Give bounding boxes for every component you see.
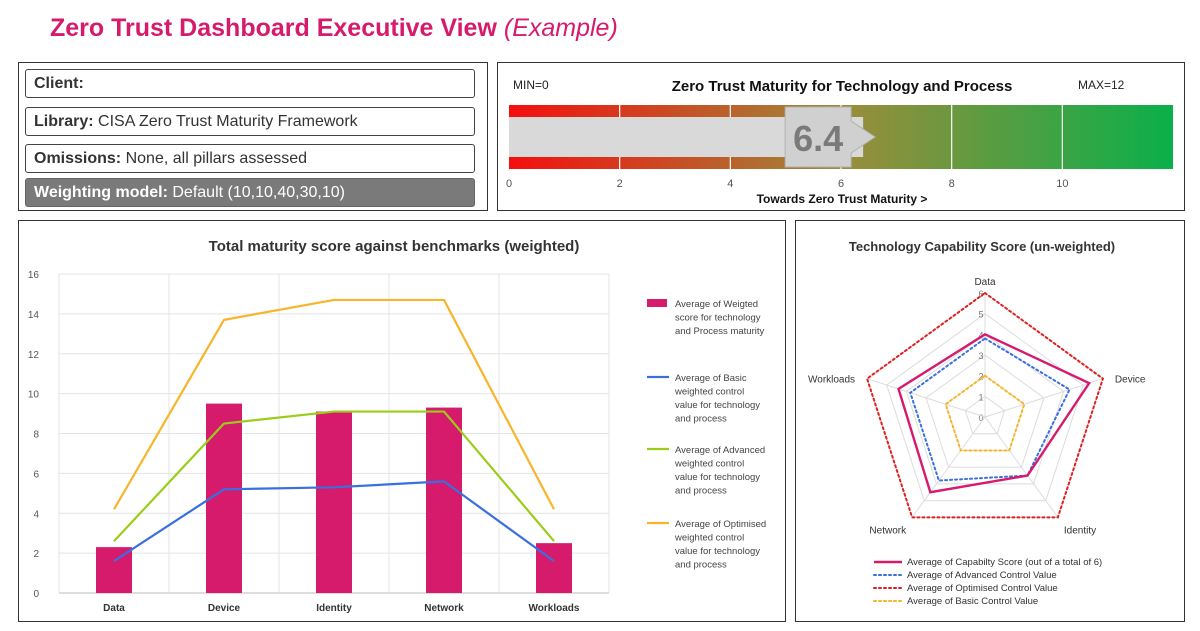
y-tick-label: 12 bbox=[28, 350, 40, 361]
x-tick-label: Identity bbox=[316, 603, 352, 614]
y-tick-label: 10 bbox=[28, 390, 40, 401]
radar-legend-label: Average of Basic Control Value bbox=[907, 596, 1038, 607]
bar-chart-title: Total maturity score against benchmarks … bbox=[209, 238, 580, 255]
line-series-1 bbox=[113, 480, 555, 563]
radar-tick-label: 6 bbox=[978, 289, 983, 299]
radar-axis-label: Device bbox=[1115, 375, 1146, 386]
client-label: Client: bbox=[34, 75, 84, 92]
radar-series-1 bbox=[909, 337, 1071, 482]
info-panel: Client: Library: CISA Zero Trust Maturit… bbox=[18, 62, 488, 211]
page-title: Zero Trust Dashboard Executive View (Exa… bbox=[50, 14, 618, 42]
bar-chart-panel: Total maturity score against benchmarks … bbox=[18, 220, 786, 622]
line-series-3 bbox=[113, 298, 555, 510]
gauge-tick-label: 2 bbox=[617, 178, 623, 190]
radar-grid-ring bbox=[964, 395, 1006, 435]
weighting-label: Weighting model: bbox=[34, 184, 168, 201]
y-tick-label: 8 bbox=[33, 430, 39, 441]
y-tick-label: 6 bbox=[33, 469, 39, 480]
radar-legend-label: Average of Capabilty Score (out of a tot… bbox=[907, 557, 1102, 568]
radar-chart-title: Technology Capability Score (un-weighted… bbox=[849, 239, 1115, 254]
radar-tick-label: 0 bbox=[978, 413, 983, 423]
radar-axis-label: Identity bbox=[1064, 525, 1096, 536]
legend-swatch bbox=[647, 299, 667, 307]
weighting-value: Default (10,10,40,30,10) bbox=[172, 184, 345, 201]
radar-tick-label: 4 bbox=[978, 330, 983, 340]
radar-tick-label: 2 bbox=[978, 372, 983, 382]
legend-item: Average of Weigted score for technology an… bbox=[647, 299, 764, 337]
radar-legend-item: Average of Advanced Control Value bbox=[873, 570, 1057, 581]
weighting-row: Weighting model: Default (10,10,40,30,10… bbox=[25, 178, 475, 207]
x-tick-label: Data bbox=[103, 603, 125, 614]
gauge-chart: MIN=0 MAX=12 Zero Trust Maturity for Tec… bbox=[506, 78, 1173, 206]
gauge-tick-label: 6 bbox=[838, 178, 844, 190]
y-tick-label: 2 bbox=[33, 549, 39, 560]
gauge-value-label: 6.4 bbox=[793, 118, 843, 159]
gauge-x-label: Towards Zero Trust Maturity > bbox=[757, 192, 928, 206]
bar-network bbox=[426, 407, 462, 593]
radar-tick-label: 5 bbox=[978, 310, 983, 320]
radar-legend-label: Average of Optimised Control Value bbox=[907, 583, 1058, 594]
gauge-title: Zero Trust Maturity for Technology and P… bbox=[672, 78, 1013, 95]
y-tick-label: 14 bbox=[28, 310, 40, 321]
radar-spoke bbox=[984, 416, 1059, 518]
legend-item: Average of Advanced weighted control value… bbox=[647, 445, 765, 497]
radar-legend-label: Average of Advanced Control Value bbox=[907, 570, 1057, 581]
legend-label: Average of Advanced weighted control value… bbox=[674, 445, 765, 497]
line-series-2 bbox=[113, 410, 555, 542]
x-tick-label: Network bbox=[424, 603, 464, 614]
omissions-label: Omissions: bbox=[34, 150, 122, 167]
radar-series-0 bbox=[897, 332, 1091, 494]
radar-tick-label: 1 bbox=[978, 392, 983, 402]
radar-series-3 bbox=[944, 374, 1026, 452]
radar-spoke bbox=[911, 416, 986, 518]
radar-legend-item: Average of Basic Control Value bbox=[873, 596, 1038, 607]
omissions-row: Omissions: None, all pillars assessed bbox=[25, 144, 475, 173]
gauge-tick-label: 0 bbox=[506, 178, 512, 190]
bar-identity bbox=[316, 411, 352, 593]
radar-tick-label: 3 bbox=[978, 351, 983, 361]
radar-axis-label: Workloads bbox=[808, 375, 855, 386]
legend-item: Average of Optimised weighted control valu… bbox=[647, 519, 766, 571]
y-tick-label: 0 bbox=[33, 589, 39, 600]
gauge-tick-label: 8 bbox=[949, 178, 955, 190]
bar-chart: Total maturity score against benchmarks … bbox=[28, 238, 766, 614]
radar-legend-item: Average of Capabilty Score (out of a tot… bbox=[874, 557, 1102, 568]
radar-axis-label: Data bbox=[974, 277, 996, 288]
radar-chart-panel: Technology Capability Score (un-weighted… bbox=[795, 220, 1185, 622]
gauge-value-callout: 6.4 bbox=[784, 106, 877, 168]
gauge-tick-label: 4 bbox=[727, 178, 733, 190]
gauge-max-label: MAX=12 bbox=[1078, 78, 1125, 92]
y-tick-label: 16 bbox=[28, 270, 40, 281]
radar-chart: Technology Capability Score (un-weighted… bbox=[808, 239, 1146, 607]
bar-data bbox=[96, 547, 132, 593]
gauge-panel: MIN=0 MAX=12 Zero Trust Maturity for Tec… bbox=[497, 62, 1185, 211]
library-label: Library: bbox=[34, 113, 94, 130]
radar-spoke bbox=[866, 378, 986, 418]
x-tick-label: Device bbox=[208, 603, 241, 614]
radar-spoke bbox=[984, 378, 1104, 418]
radar-grid-ring bbox=[925, 354, 1045, 468]
gauge-tick-label: 10 bbox=[1056, 178, 1068, 190]
legend-label: Average of Weigted score for technology an… bbox=[675, 299, 764, 337]
gauge-min-label: MIN=0 bbox=[513, 78, 549, 92]
legend-item: Average of Basic weighted control value fo… bbox=[647, 373, 760, 425]
legend-label: Average of Basic weighted control value fo… bbox=[674, 373, 760, 425]
library-value: CISA Zero Trust Maturity Framework bbox=[98, 113, 358, 130]
legend-label: Average of Optimised weighted control valu… bbox=[674, 519, 766, 571]
radar-axis-label: Network bbox=[869, 525, 907, 536]
x-tick-label: Workloads bbox=[529, 603, 580, 614]
radar-series-2 bbox=[865, 291, 1105, 519]
y-tick-label: 4 bbox=[33, 509, 39, 520]
radar-legend-item: Average of Optimised Control Value bbox=[873, 583, 1058, 594]
client-row: Client: bbox=[25, 69, 475, 98]
omissions-value: None, all pillars assessed bbox=[125, 150, 308, 167]
library-row: Library: CISA Zero Trust Maturity Framew… bbox=[25, 107, 475, 136]
